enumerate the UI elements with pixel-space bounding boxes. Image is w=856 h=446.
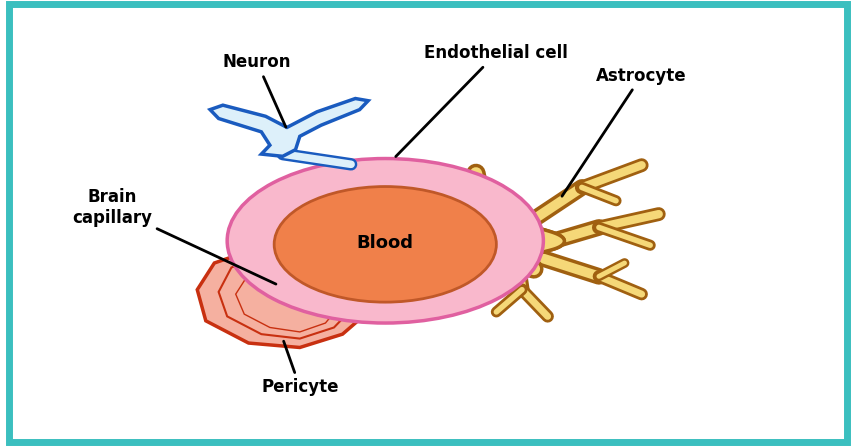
Circle shape: [274, 186, 496, 302]
Text: Neuron: Neuron: [223, 54, 291, 127]
Polygon shape: [197, 254, 368, 347]
Text: Brain
capillary: Brain capillary: [72, 188, 276, 284]
Polygon shape: [475, 227, 564, 261]
Text: Pericyte: Pericyte: [261, 341, 339, 396]
Polygon shape: [210, 99, 368, 156]
Polygon shape: [475, 227, 564, 261]
Text: Blood: Blood: [357, 234, 413, 252]
Circle shape: [227, 158, 544, 323]
Text: Endothelial cell: Endothelial cell: [395, 45, 568, 157]
Text: Astrocyte: Astrocyte: [562, 67, 687, 196]
